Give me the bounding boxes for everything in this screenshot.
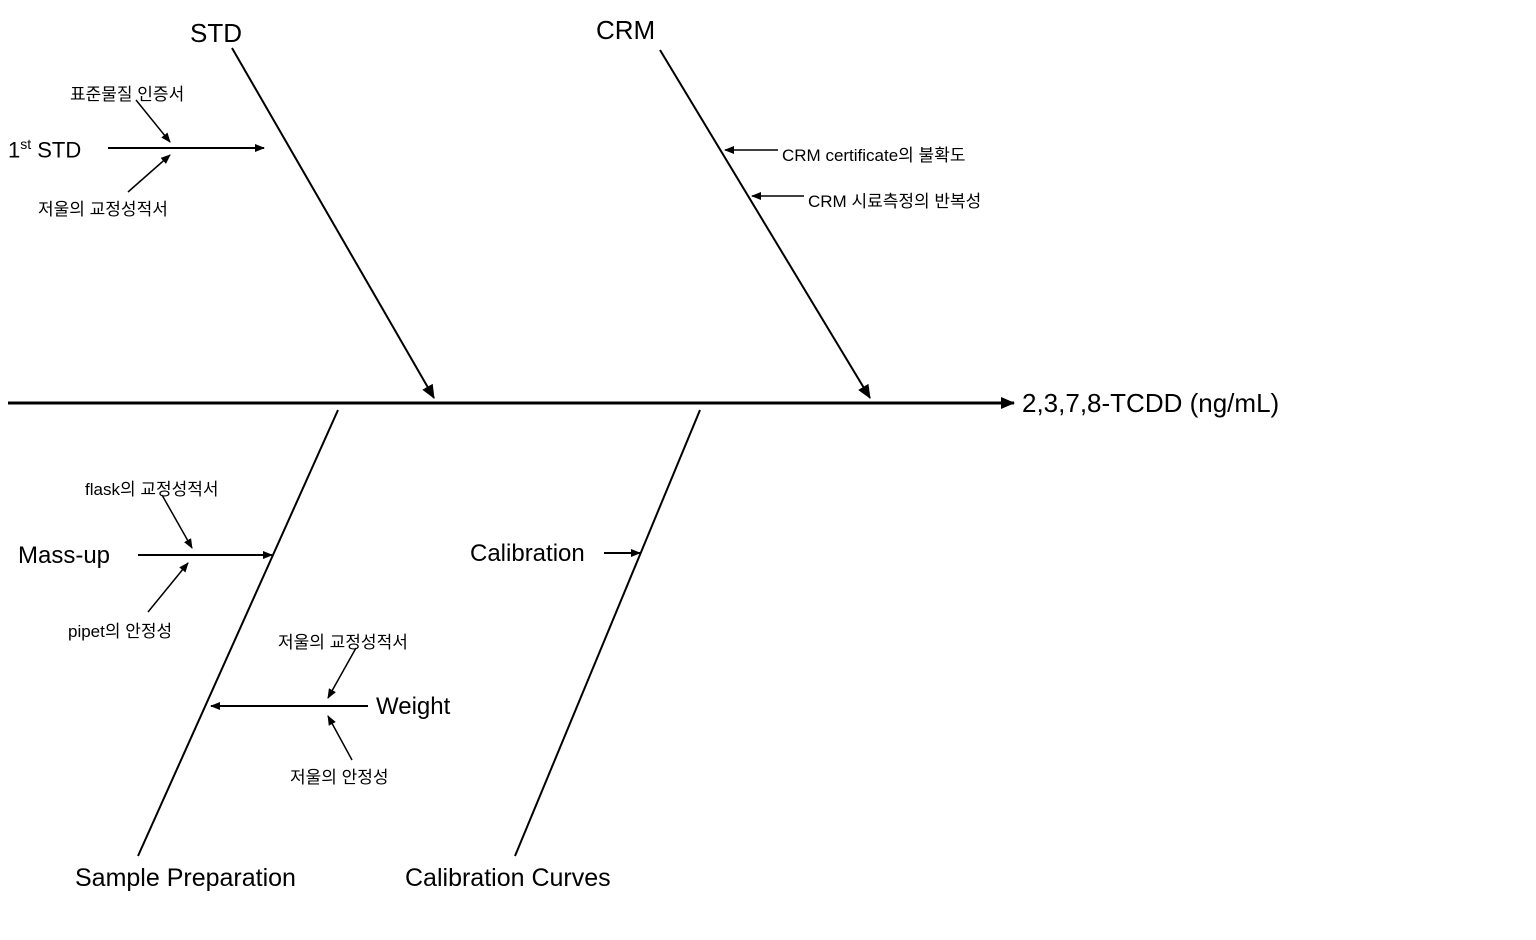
weight-label: Weight [376,693,450,721]
crm-bone [660,50,870,398]
balance-cal-cert-2-label: 저울의 교정성적서 [278,628,408,653]
crm-cert-uncert-label: CRM certificate의 불확도 [782,141,965,166]
calibration-curves-label: Calibration Curves [405,864,611,893]
calibration-label: Calibration [470,540,585,568]
sample-prep-label: Sample Preparation [75,864,296,893]
balance-stability-arrow [328,716,352,760]
flask-cal-cert-label: flask의 교정성적서 [85,475,219,500]
std-bone [232,48,434,398]
pipet-stability-arrow [148,563,188,612]
first-std-label: 1st STD [8,136,81,163]
fishbone-svg [0,0,1536,940]
balance-cal-cert-2-arrow [328,648,356,698]
balance-stability-label: 저울의 안정성 [290,763,389,788]
pipet-stability-label: pipet의 안정성 [68,617,172,642]
calibration-curves-bone [515,410,700,856]
flask-cal-cert-arrow [162,495,192,548]
std-cert-arrow [136,100,170,142]
result-label: 2,3,7,8-TCDD (ng/mL) [1022,388,1279,419]
crm-repeat-label: CRM 시료측정의 반복성 [808,187,981,212]
crm-label: CRM [596,15,655,46]
balance-cal-cert-label: 저울의 교정성적서 [38,195,168,220]
balance-cal-cert-arrow [128,155,170,192]
std-cert-label: 표준물질 인증서 [70,80,184,105]
std-label: STD [190,18,242,49]
mass-up-label: Mass-up [18,542,110,570]
